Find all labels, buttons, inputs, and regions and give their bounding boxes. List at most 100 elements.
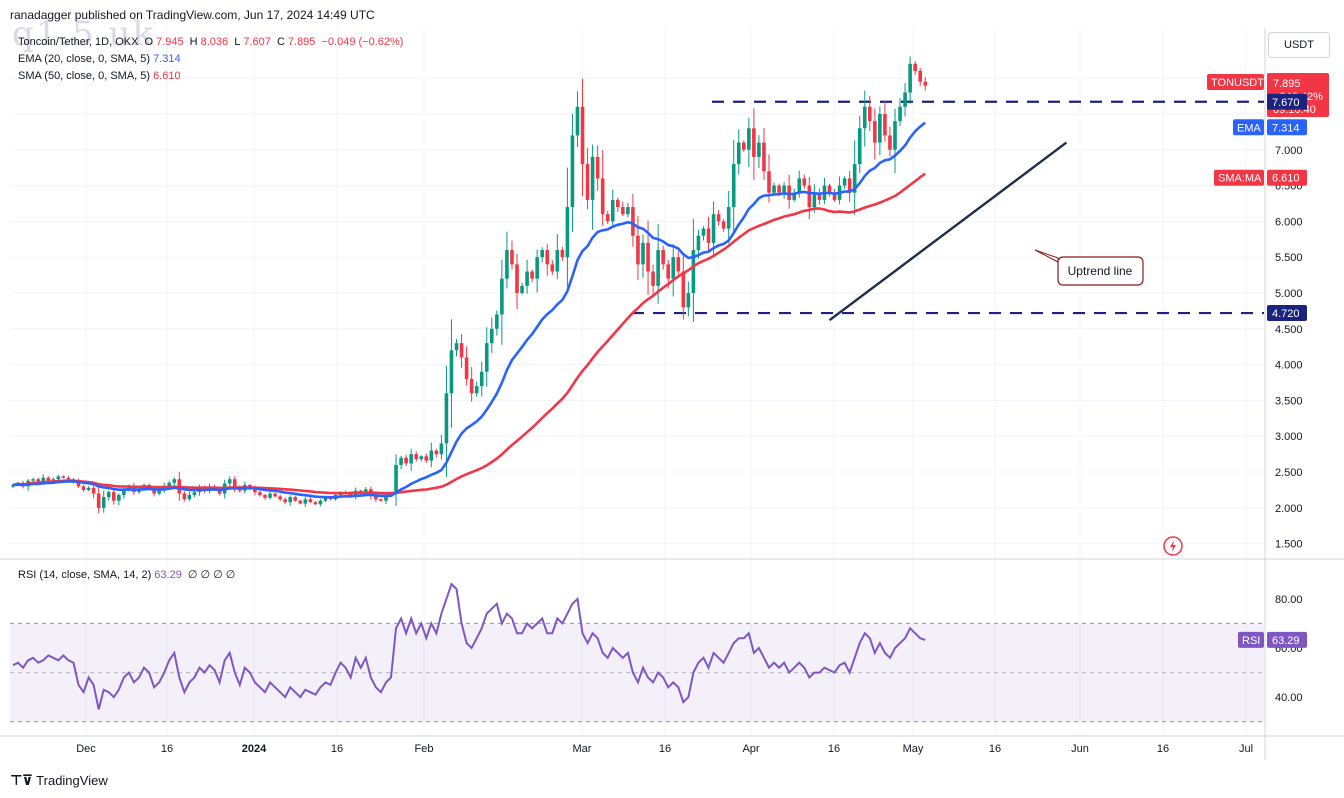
change-value: −0.049 (−0.62%) xyxy=(321,36,404,48)
candle xyxy=(535,249,539,293)
candle-body xyxy=(903,92,907,107)
candle-body xyxy=(217,489,222,494)
candle xyxy=(681,255,686,320)
candle xyxy=(424,453,429,463)
candle-body xyxy=(394,464,398,494)
candle xyxy=(510,240,514,270)
candle-body xyxy=(434,450,439,455)
candle xyxy=(56,474,61,481)
candle xyxy=(258,490,262,497)
candle-body xyxy=(101,497,106,508)
candle xyxy=(187,491,192,501)
candle xyxy=(878,106,882,156)
candle-body xyxy=(807,185,812,208)
candle xyxy=(454,339,459,357)
candle-body xyxy=(812,192,817,208)
candle-body xyxy=(172,479,177,483)
candle xyxy=(404,454,408,467)
candle-body xyxy=(641,242,645,265)
candle-body xyxy=(348,493,353,497)
candle-body xyxy=(86,487,91,490)
candle-body xyxy=(81,486,86,490)
time-tick-label: 16 xyxy=(828,743,840,755)
candle-body xyxy=(792,192,796,200)
candle-body xyxy=(701,228,706,236)
candle-body xyxy=(117,494,121,501)
candle xyxy=(520,282,524,295)
tradingview-logo-text: TradingView xyxy=(36,773,108,788)
ema-value-box xyxy=(1267,119,1307,136)
callout-pointer xyxy=(1034,249,1059,263)
sma-value: 6.610 xyxy=(153,70,181,82)
currency-button[interactable]: USDT xyxy=(1268,32,1330,58)
candle xyxy=(918,67,922,87)
candle-body xyxy=(520,285,524,293)
candle-body xyxy=(742,142,746,150)
rsi-value-text: 63.29 xyxy=(1272,635,1300,647)
price-tick-label: 4.000 xyxy=(1275,360,1303,372)
candle-body xyxy=(469,378,474,394)
candle-body xyxy=(500,278,504,315)
candle xyxy=(555,233,560,280)
time-tick-label: 16 xyxy=(331,743,343,755)
candle xyxy=(898,98,902,126)
candle-body xyxy=(122,489,126,495)
candle xyxy=(308,497,313,504)
low-label: L xyxy=(234,36,241,48)
candle-body xyxy=(479,371,484,387)
candle-body xyxy=(545,250,550,265)
ema-label: EMA (20, close, 0, SMA, 5) xyxy=(18,53,151,65)
candle xyxy=(616,197,620,212)
candle-body xyxy=(540,250,544,258)
candle xyxy=(747,118,751,168)
level-badge-box xyxy=(1267,93,1307,110)
candle xyxy=(263,494,267,500)
candle xyxy=(505,231,509,289)
candle-body xyxy=(409,454,413,464)
candle xyxy=(726,191,731,244)
candle-body xyxy=(565,207,570,258)
callout-box xyxy=(1057,256,1144,286)
candle xyxy=(278,494,282,502)
candle-body xyxy=(449,350,454,394)
price-tick-label: 5.000 xyxy=(1275,288,1303,300)
level-badge: 4.720 xyxy=(1267,305,1307,322)
symbol-name: Toncoin/Tether, 1D, OKX xyxy=(18,36,139,48)
time-tick-label: May xyxy=(903,743,924,755)
symbol-badge-text: TONUSDT xyxy=(1211,77,1264,89)
symbol-badge-box xyxy=(1207,74,1264,90)
candle xyxy=(847,171,852,203)
candle xyxy=(822,177,827,205)
candle-body xyxy=(802,178,807,186)
candle-body xyxy=(575,106,580,136)
candle-body xyxy=(797,178,802,193)
axes: 1.500 2.000 2.500 3.000 3.500 4.000 4.500 5.000… xyxy=(76,73,1302,755)
sma-label: SMA (50, close, 0, SMA, 5) xyxy=(18,70,151,82)
candle-body xyxy=(918,70,922,82)
candle xyxy=(172,477,177,486)
candle xyxy=(490,317,494,353)
candle xyxy=(913,60,917,75)
candle-body xyxy=(706,228,711,243)
candle-body xyxy=(192,492,197,495)
rsi-line xyxy=(12,582,926,710)
candle-body xyxy=(646,242,650,272)
candle-body xyxy=(404,457,408,464)
candle-body xyxy=(883,113,887,136)
candle xyxy=(565,167,570,287)
candle-body xyxy=(878,113,882,143)
level-badge-text: 4.720 xyxy=(1272,308,1300,320)
candle-body xyxy=(696,235,701,251)
price-tick-label: 1.500 xyxy=(1275,539,1303,551)
uptrend-line xyxy=(828,141,1068,322)
candle xyxy=(762,127,766,180)
candle-body xyxy=(762,142,766,172)
price-tick-label: 4.500 xyxy=(1275,324,1303,336)
candle xyxy=(716,210,721,226)
candle xyxy=(671,244,676,297)
open-value: 7.945 xyxy=(156,36,184,48)
candle-body xyxy=(726,207,731,229)
candle-body xyxy=(11,484,15,487)
candle xyxy=(852,140,857,215)
